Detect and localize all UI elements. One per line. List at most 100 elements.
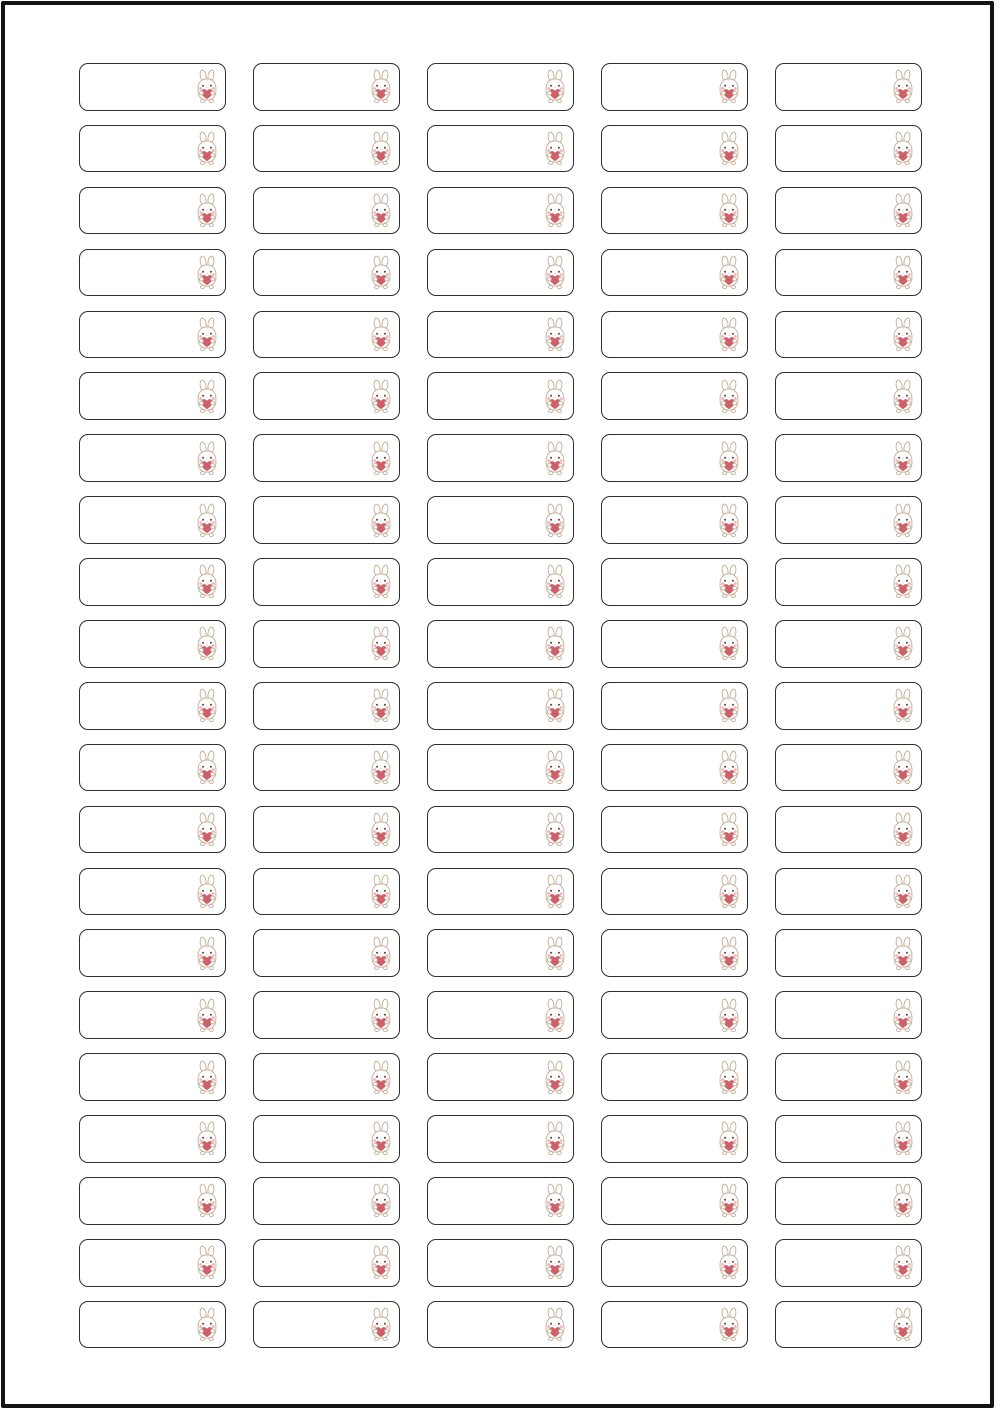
heart-shape: [897, 955, 909, 966]
label-cell: [775, 1300, 922, 1349]
label-cell: [427, 372, 574, 421]
bunny-heart-icon: [371, 626, 391, 661]
label-cell: [601, 310, 748, 359]
label-cell: [79, 496, 226, 544]
bunny-heart-icon: [893, 812, 913, 847]
heart-shape: [201, 1079, 213, 1090]
heart-shape: [549, 398, 561, 409]
label-cell: [253, 63, 400, 111]
heart-shape: [201, 1265, 213, 1276]
bunny-heart-icon: [719, 441, 739, 475]
heart-shape: [897, 522, 909, 533]
heart-shape: [201, 398, 213, 409]
label-cell: [79, 248, 226, 297]
bunny-heart-icon: [719, 1183, 739, 1218]
heart-shape: [549, 1079, 561, 1090]
heart-shape: [549, 770, 561, 781]
label-cell: [427, 1177, 574, 1225]
label-cell: [775, 124, 922, 173]
bunny-heart-icon: [893, 255, 913, 290]
label-cell: [79, 310, 226, 359]
heart-shape: [549, 708, 561, 719]
bunny-heart-icon: [371, 874, 391, 908]
heart-shape: [897, 646, 909, 657]
label-cell: [253, 743, 400, 792]
label-cell: [427, 805, 574, 854]
label-cell: [775, 805, 922, 854]
bunny-heart-icon: [893, 317, 913, 351]
heart-shape: [897, 770, 909, 781]
bunny-heart-icon: [545, 255, 565, 290]
bunny-heart-icon: [197, 317, 217, 351]
heart-shape: [201, 646, 213, 657]
heart-shape: [375, 708, 387, 719]
heart-shape: [201, 832, 213, 843]
label-cell: [427, 124, 574, 173]
bunny-heart-icon: [719, 131, 739, 166]
heart-shape: [897, 89, 909, 100]
bunny-heart-icon: [719, 874, 739, 908]
label-cell: [253, 991, 400, 1039]
label-cell: [79, 558, 226, 606]
heart-shape: [375, 1203, 387, 1214]
heart-shape: [201, 336, 213, 347]
label-cell: [253, 310, 400, 359]
heart-shape: [549, 955, 561, 966]
bunny-heart-icon: [371, 1307, 391, 1342]
label-cell: [253, 620, 400, 668]
label-cell: [775, 620, 922, 668]
heart-shape: [897, 584, 909, 595]
bunny-heart-icon: [371, 1122, 391, 1156]
heart-shape: [375, 646, 387, 657]
heart-shape: [723, 832, 735, 843]
heart-shape: [723, 955, 735, 966]
bunny-heart-icon: [719, 379, 739, 413]
bunny-heart-icon: [719, 812, 739, 847]
bunny-heart-icon: [371, 503, 391, 537]
heart-shape: [549, 893, 561, 905]
label-cell: [775, 1053, 922, 1101]
bunny-heart-icon: [371, 1183, 391, 1218]
bunny-heart-icon: [719, 1060, 739, 1094]
bunny-heart-icon: [893, 626, 913, 661]
heart-shape: [375, 1017, 387, 1028]
heart-shape: [897, 1203, 909, 1214]
label-cell: [601, 186, 748, 235]
label-cell: [79, 372, 226, 421]
label-cell: [253, 805, 400, 854]
bunny-heart-icon: [371, 317, 391, 351]
label-cell: [601, 1177, 748, 1225]
heart-shape: [897, 213, 909, 224]
label-cell: [79, 929, 226, 978]
heart-shape: [897, 151, 909, 162]
bunny-heart-icon: [371, 379, 391, 413]
heart-shape: [723, 398, 735, 409]
label-cell: [775, 991, 922, 1039]
heart-shape: [723, 1017, 735, 1028]
heart-shape: [375, 1079, 387, 1090]
label-cell: [79, 867, 226, 916]
label-cell: [79, 186, 226, 235]
label-cell: [253, 496, 400, 544]
bunny-heart-icon: [545, 812, 565, 847]
heart-shape: [723, 1265, 735, 1276]
label-cell: [79, 991, 226, 1039]
heart-shape: [723, 708, 735, 719]
label-cell: [427, 929, 574, 978]
label-cell: [253, 558, 400, 606]
label-cell: [775, 372, 922, 421]
bunny-heart-icon: [197, 441, 217, 475]
heart-shape: [897, 1265, 909, 1276]
label-cell: [79, 124, 226, 173]
heart-shape: [201, 151, 213, 162]
heart-shape: [201, 1327, 213, 1338]
heart-shape: [723, 646, 735, 657]
label-cell: [775, 867, 922, 916]
label-cell: [775, 434, 922, 482]
bunny-heart-icon: [719, 750, 739, 785]
bunny-heart-icon: [371, 69, 391, 104]
label-cell: [79, 681, 226, 730]
heart-shape: [201, 1141, 213, 1152]
